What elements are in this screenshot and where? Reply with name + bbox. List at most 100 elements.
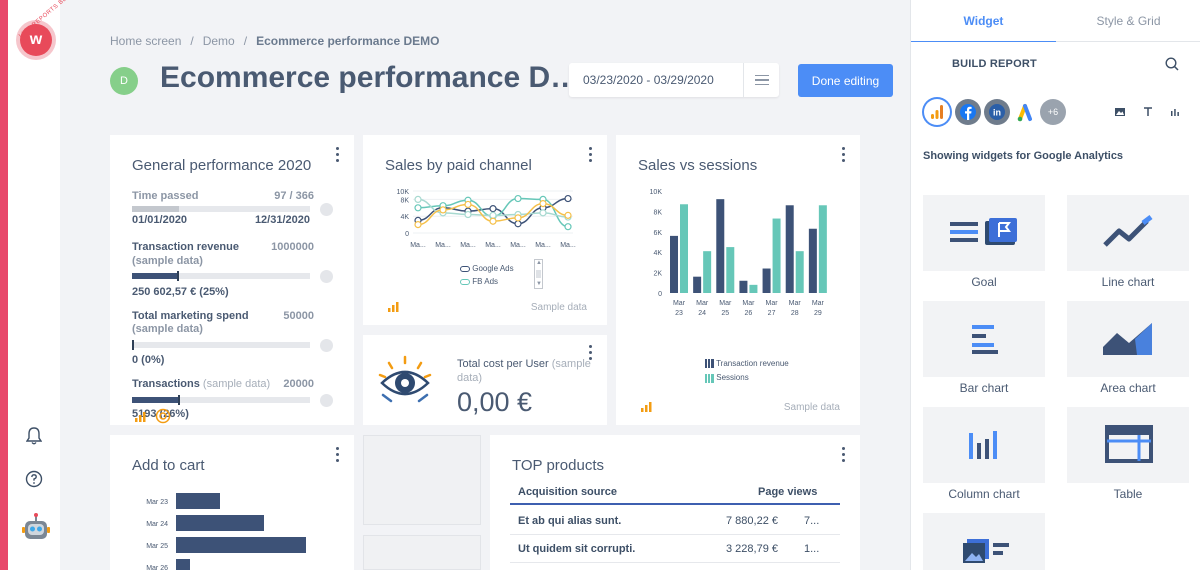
metric-sub: (sample data) (132, 255, 203, 267)
empty-widget-slot[interactable] (363, 435, 481, 525)
data-point (414, 204, 422, 212)
robot-avatar-icon[interactable] (20, 512, 52, 544)
legend-item-transaction-revenue[interactable]: Transaction revenue (705, 359, 789, 369)
y-tick-label: 8K (653, 209, 662, 216)
text-tool-icon[interactable] (1142, 106, 1154, 118)
data-point (489, 211, 497, 219)
kebab-menu-icon[interactable] (336, 147, 340, 163)
google-ads-source-icon[interactable] (1012, 99, 1038, 125)
help-icon[interactable] (24, 470, 44, 490)
general-performance-card[interactable]: General performance 2020 Time passed 97 … (110, 135, 354, 425)
status-dot (320, 270, 333, 283)
image-text-widget-icon (963, 539, 1009, 563)
kebab-menu-icon[interactable] (842, 147, 846, 163)
widget-tile-bar-chart[interactable] (923, 301, 1045, 377)
bar (680, 204, 688, 293)
data-point (564, 211, 572, 219)
x-tick-label: 23 (675, 310, 683, 317)
column-header[interactable]: Page views (758, 486, 818, 498)
kebab-menu-icon[interactable] (842, 447, 846, 463)
top-products-card[interactable]: TOP products Acquisition source Page vie… (490, 435, 860, 570)
build-report-heading: BUILD REPORT (952, 58, 1037, 70)
logo-letter: w (20, 24, 52, 56)
eye-icon (378, 355, 432, 403)
data-point (464, 210, 472, 219)
linkedin-source-icon[interactable]: in (984, 99, 1010, 125)
sales-vs-sessions-card[interactable]: Sales vs sessions 10K 8K 6K 4K 2K 0 Mar 23 Mar 24… (616, 135, 860, 425)
metric-target: 1000000 (271, 241, 314, 253)
tab-style-grid[interactable]: Style & Grid (1056, 0, 1200, 42)
image-tool-icon[interactable] (1114, 106, 1126, 118)
x-tick-label: 29 (814, 310, 822, 317)
breadcrumb-demo[interactable]: Demo (202, 34, 235, 48)
data-point (489, 205, 497, 213)
hamburger-icon (755, 75, 769, 85)
bar (716, 199, 725, 293)
table-row[interactable]: Ut quidem sit corrupti. 3 228,79 € 1... (510, 535, 840, 563)
search-icon[interactable] (1165, 57, 1179, 71)
metric-target: 50000 (283, 310, 314, 322)
metric-label: Total marketing spend (132, 310, 249, 322)
line-chart-widget-icon (1103, 215, 1153, 247)
x-tick-label: 26 (745, 310, 753, 317)
bar (176, 559, 190, 570)
status-dot (320, 339, 333, 352)
more-sources-button[interactable]: +6 (1040, 99, 1066, 125)
bar (762, 268, 771, 293)
line-legend: Google Ads FB Ads (460, 264, 514, 286)
legend-scrollbar[interactable]: ▲ ▼ (534, 259, 543, 289)
column-header[interactable]: Acquisition source (518, 486, 618, 498)
facebook-source-icon[interactable] (955, 99, 981, 125)
kebab-menu-icon[interactable] (589, 147, 593, 163)
x-tick-label: Mar (766, 300, 779, 307)
data-point (514, 220, 522, 228)
category-label: Mar 25 (146, 543, 168, 550)
legend-item-google-ads[interactable]: Google Ads (460, 264, 514, 273)
widget-tile-table[interactable] (1067, 407, 1189, 483)
widget-panel: Widget Style & Grid BUILD REPORT in +6 S… (910, 0, 1200, 570)
card-title: Add to cart (132, 457, 205, 474)
x-tick-label: Ma... (535, 242, 551, 249)
google-analytics-source-icon[interactable] (924, 99, 950, 125)
bell-icon[interactable] (24, 427, 44, 447)
kebab-menu-icon[interactable] (336, 447, 340, 463)
y-tick-label: 8K (400, 197, 409, 204)
add-to-cart-card[interactable]: Add to cart Mar 23 Mar 24 Mar 25 Mar 26 (110, 435, 354, 570)
sample-data-label: Sample data (783, 402, 840, 413)
data-point (489, 217, 497, 225)
table-row[interactable]: Et ab qui alias sunt. 7 880,22 € 7... (510, 507, 840, 535)
date-range-picker[interactable]: 03/23/2020 - 03/29/2020 (569, 63, 779, 97)
google-analytics-icon (388, 302, 399, 312)
legend-item-fb-ads[interactable]: FB Ads (460, 277, 514, 286)
status-dot (320, 203, 333, 216)
widget-tile-line-chart[interactable] (1067, 195, 1189, 271)
page-title[interactable]: Ecommerce performance D… (160, 61, 581, 94)
x-tick-label: Mar (719, 300, 732, 307)
x-tick-label: Ma... (410, 242, 426, 249)
sales-by-channel-card[interactable]: Sales by paid channel 10K 8K 4K 0 Ma... Ma...… (363, 135, 607, 325)
date-menu-button[interactable] (743, 63, 779, 97)
category-label: Mar 24 (146, 521, 168, 528)
chart-tool-icon[interactable] (1169, 106, 1181, 118)
widget-tile-image[interactable] (923, 513, 1045, 570)
app-logo[interactable]: w LIVE REPORTS BETA (14, 0, 75, 62)
widget-tile-goal[interactable] (923, 195, 1045, 271)
goal-widget-icon (950, 218, 1017, 245)
done-editing-button[interactable]: Done editing (798, 64, 893, 97)
widget-tile-area-chart[interactable] (1067, 301, 1189, 377)
bar (703, 251, 712, 293)
tab-widget[interactable]: Widget (911, 0, 1056, 42)
date-range-text: 03/23/2020 - 03/29/2020 (583, 73, 714, 87)
bar (176, 537, 306, 553)
kebab-menu-icon[interactable] (589, 345, 593, 361)
bar (772, 218, 781, 293)
product-value: 7 880,22 € (726, 515, 778, 527)
widget-label-bar-chart: Bar chart (959, 381, 1009, 395)
breadcrumb-home[interactable]: Home screen (110, 34, 182, 48)
time-passed-fill (132, 206, 180, 212)
empty-widget-slot[interactable] (363, 535, 481, 570)
total-cost-card[interactable]: Total cost per User (sample data) 0,00 € (363, 335, 607, 425)
column-chart-widget-icon (969, 431, 997, 459)
widget-tile-column-chart[interactable] (923, 407, 1045, 483)
legend-item-sessions[interactable]: Sessions (705, 373, 789, 383)
